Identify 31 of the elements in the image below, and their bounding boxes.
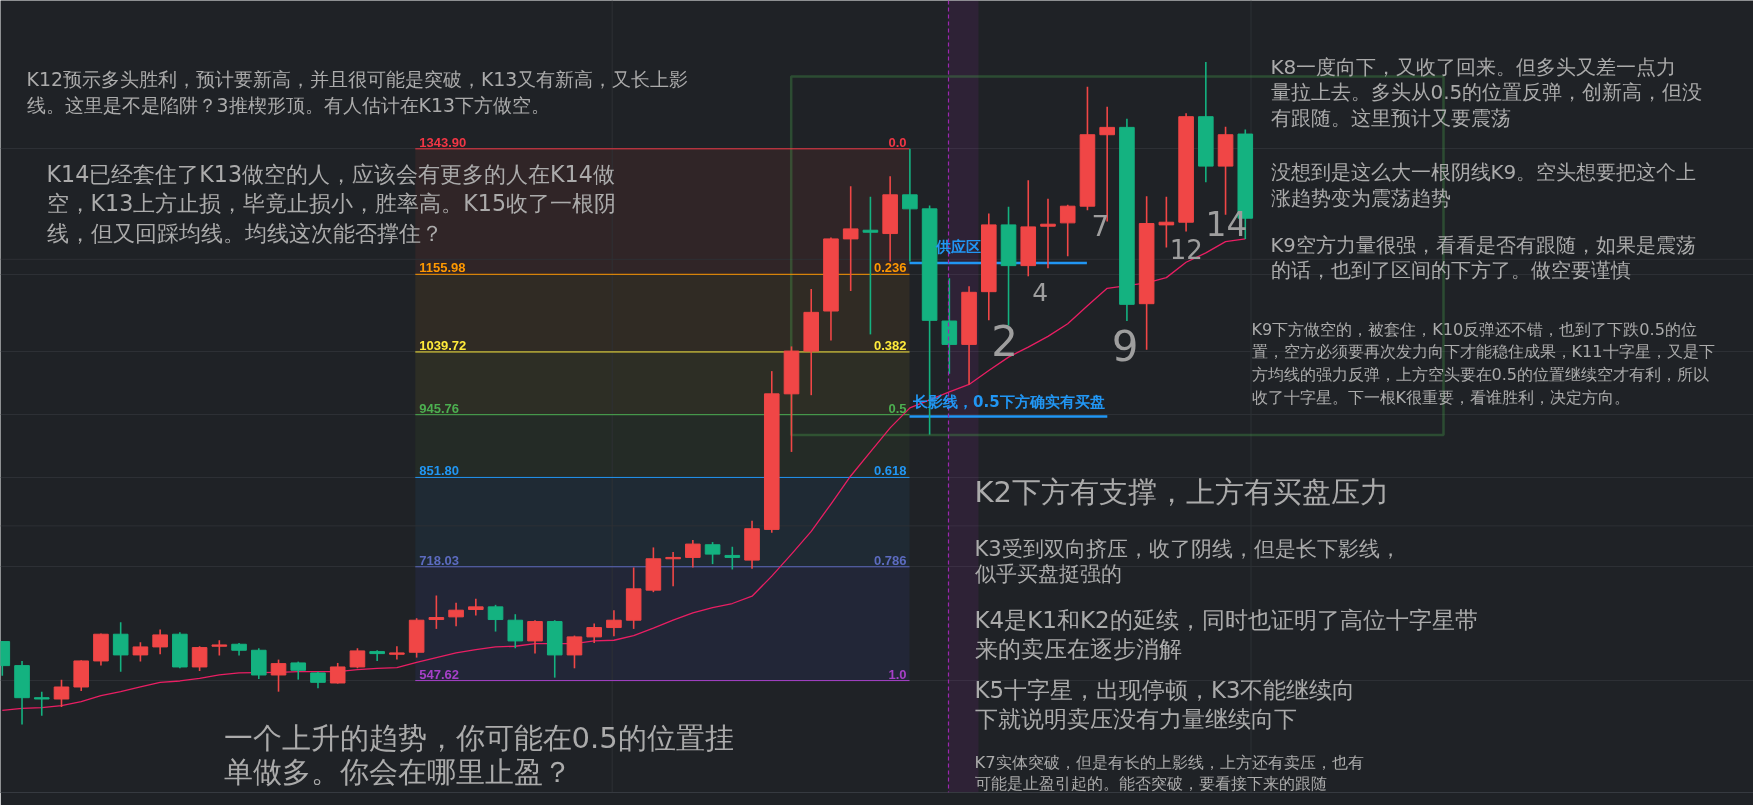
annotation: K7实体突破，但是有长的上影线，上方还有卖压，也有可能是止盈引起的。能否突破，要看接下来的跟随: [974, 752, 1364, 793]
annotation: 一个上升的趋势，你可能在0.5的位置挂单做多。你会在哪里止盈？: [223, 720, 734, 789]
annotation: K12预示多头胜利，预计要新高，并且很可能是突破，K13又有新高，又长上影线。这里是不是陷阱？3推楔形顶。有人估计在K13下方做空。: [26, 68, 689, 116]
annotation: K14已经套住了K13做空的人，应该会有更多的人在K14做空，K13上方止损，毕竟止损小，胜率高。K15收了一根阴线，但又回踩均线。均线这次能否撑住？: [46, 161, 617, 246]
y-tick-label: 1343.90: [419, 134, 467, 150]
y-tick-label: 547.62: [419, 666, 460, 682]
annotation: 1.0: [888, 666, 907, 682]
annotation: 0.236: [873, 260, 907, 276]
text: 没想到是这么大一根阴线K9。空头想要把这个上涨趋势变为震荡趋势: [1270, 159, 1697, 210]
text: K9空方力量很强，看看是否有跟随，如果是震荡的话，也到了区间的下方了。做空要谨慎: [1270, 233, 1696, 282]
annotation: 12: [1169, 235, 1203, 266]
text: K8一度向下，又收了回来。但多头又差一点力量拉上去。多头从0.5的位置反弹，创新高，但没有跟随。这里预计又要震荡: [1270, 54, 1703, 130]
annotation: 9: [1111, 322, 1139, 372]
y-tick-label: 945.76: [419, 400, 460, 416]
annotation: 0.0: [888, 134, 907, 150]
y-tick-label: 851.80: [419, 463, 460, 479]
annotation: 0.618: [873, 463, 907, 479]
annotation: K3受到双向挤压，收了阴线，但是长下影线，似乎买盘挺强的: [974, 536, 1401, 586]
y-tick-label: 718.03: [419, 552, 460, 568]
annotation: K2下方有支撑，上方有买盘压力: [974, 474, 1389, 509]
annotation: K5十字星，出现停顿，K3不能继续向下就说明卖压没有力量继续向下: [974, 676, 1356, 732]
annotation: 2: [991, 317, 1018, 366]
annotation: 0.786: [873, 552, 907, 568]
annotation: 4: [1032, 277, 1049, 307]
annotation: K9下方做空的，被套住，K10反弹还不错，也到了下跌0.5的位置，空方必须要再次发力向下才能稳住成果，K11十字星，又是下方均线的强力反弹，上方空头要在0.5的位置继续空才有利，所以收了十字星。下一根K很重要，看谁胜利，决定方向。: [1251, 319, 1715, 407]
y-tick-label: 1039.72: [419, 337, 467, 353]
annotation: 7: [1091, 210, 1110, 244]
annotation: K4是K1和K2的延续，同时也证明了高位十字星带来的卖压在逐步消解: [974, 606, 1478, 662]
annotation: 0.382: [873, 337, 907, 353]
annotation: 0.5: [888, 400, 907, 416]
y-tick-label: 1155.98: [419, 260, 466, 276]
